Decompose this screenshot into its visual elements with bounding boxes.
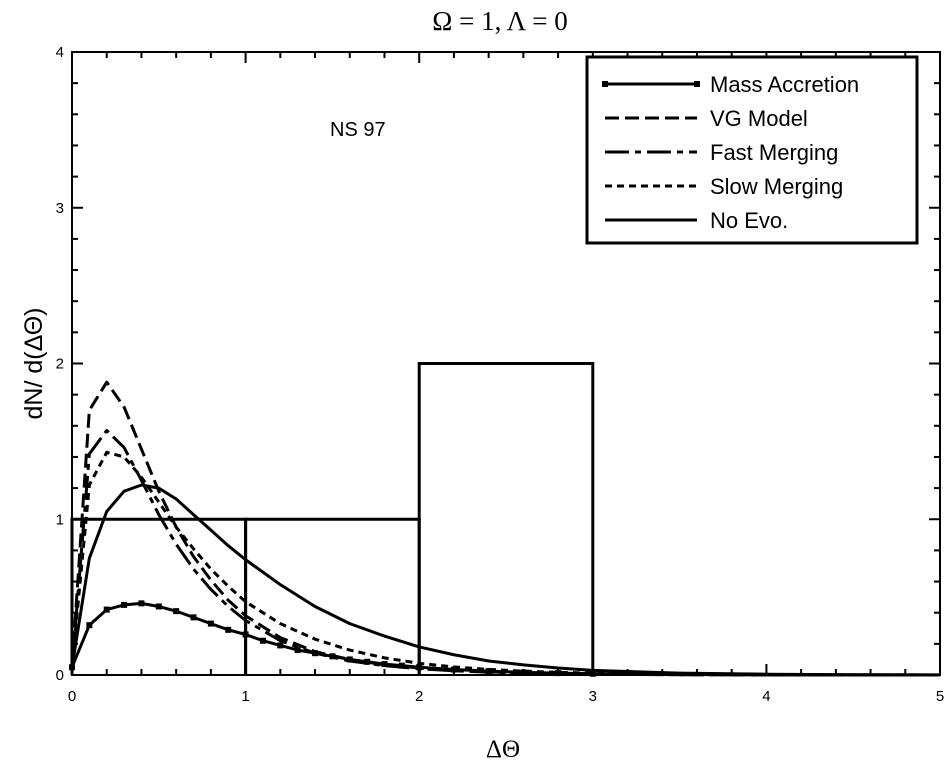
y-tick-label: 4	[56, 44, 64, 61]
series-line-1	[70, 380, 941, 677]
x-tick-label: 4	[762, 688, 770, 705]
x-axis-title: ΔΘ	[486, 736, 520, 763]
series-marker	[364, 658, 371, 665]
x-tick-label: 2	[415, 688, 423, 705]
series-marker	[277, 642, 284, 649]
legend-label-1: VG Model	[710, 106, 808, 131]
series-marker	[103, 606, 110, 613]
series-marker	[259, 637, 266, 644]
histogram-bar	[244, 517, 421, 675]
histogram-bar	[417, 362, 595, 675]
y-tick-label: 1	[56, 511, 64, 528]
legend-label-2: Fast Merging	[710, 140, 838, 165]
x-tick-label: 5	[936, 688, 944, 705]
x-tick-label: 0	[68, 688, 76, 705]
series-line-4	[70, 483, 941, 677]
series-marker	[294, 647, 301, 654]
series-marker	[121, 601, 128, 608]
series-line-3	[70, 450, 941, 677]
plot-area: 0 1 2 3 4 5 0 1 2 3 4	[56, 44, 945, 705]
annotation-ns97: NS 97	[330, 119, 386, 141]
legend-label-4: No Evo.	[710, 208, 788, 233]
y-tick-label: 2	[56, 356, 64, 373]
series-marker	[346, 656, 353, 663]
legend-label-0: Mass Accretion	[710, 72, 859, 97]
legend: Mass Accretion VG Model Fast Merging Slow M…	[585, 55, 919, 245]
series-marker	[381, 661, 388, 668]
x-tick-label: 3	[589, 688, 597, 705]
legend-label-3: Slow Merging	[710, 174, 843, 199]
x-tick-label: 1	[241, 688, 249, 705]
series-marker	[207, 620, 214, 627]
series-marker	[225, 626, 232, 633]
legend-box	[585, 55, 919, 245]
series-marker	[155, 603, 162, 610]
histogram-bar	[70, 517, 248, 675]
series-marker	[138, 600, 145, 607]
y-tick-label: 3	[56, 200, 64, 217]
legend-marker	[602, 81, 608, 87]
y-axis-title: dN/ d(ΔΘ)	[20, 307, 48, 419]
chart-title: Ω = 1, Λ = 0	[432, 6, 567, 36]
series-marker	[86, 622, 93, 629]
legend-marker	[694, 81, 700, 87]
y-tick-label: 0	[56, 667, 64, 684]
y-axis-title-group: dN/ d(ΔΘ)	[20, 307, 48, 419]
series-marker	[190, 614, 197, 621]
series-line-2	[70, 428, 941, 677]
series-marker	[173, 608, 180, 615]
series-marker	[242, 631, 249, 638]
